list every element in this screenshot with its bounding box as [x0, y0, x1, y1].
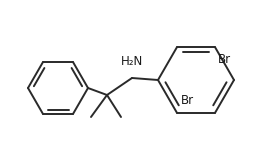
Text: Br: Br: [218, 53, 231, 66]
Text: Br: Br: [181, 94, 194, 107]
Text: H₂N: H₂N: [121, 55, 143, 68]
